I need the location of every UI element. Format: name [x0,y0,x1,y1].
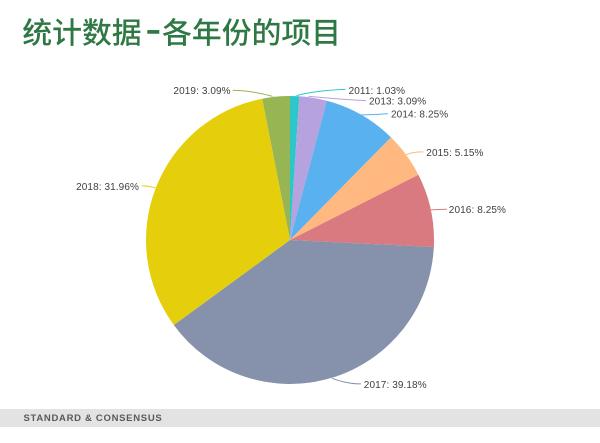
svg-text:2017: 39.18%: 2017: 39.18% [364,380,427,391]
svg-text:2019: 3.09%: 2019: 3.09% [173,86,230,97]
svg-text:2018: 31.96%: 2018: 31.96% [76,182,139,193]
svg-text:2013: 3.09%: 2013: 3.09% [369,96,426,107]
svg-text:2014: 8.25%: 2014: 8.25% [391,110,448,121]
svg-text:2011: 1.03%: 2011: 1.03% [349,86,406,97]
svg-text:2015: 5.15%: 2015: 5.15% [426,148,483,159]
svg-text:2016: 8.25%: 2016: 8.25% [449,205,506,216]
